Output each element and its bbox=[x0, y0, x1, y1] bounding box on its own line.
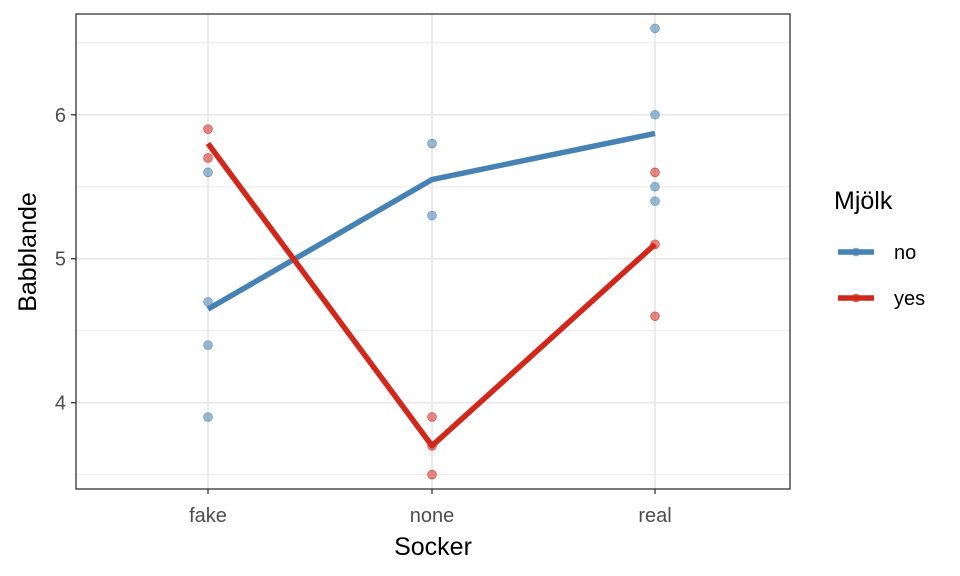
data-point-no bbox=[650, 23, 660, 34]
data-point-no bbox=[650, 196, 660, 206]
data-point-no bbox=[650, 109, 660, 120]
legend-key-point-yes bbox=[851, 293, 861, 303]
y-tick-label: 6 bbox=[55, 105, 66, 127]
y-tick-label: 5 bbox=[55, 249, 66, 271]
axis-ticks: 4 5 6 fake none real bbox=[55, 105, 672, 527]
legend-label-no: no bbox=[894, 242, 916, 264]
legend-title: Mjölk bbox=[834, 187, 893, 215]
data-point-yes bbox=[650, 311, 660, 322]
legend-key-point-no bbox=[851, 247, 861, 257]
legend-items: no yes bbox=[838, 242, 925, 310]
data-point-no bbox=[427, 210, 437, 221]
panel-border-group bbox=[75, 13, 791, 490]
data-point-yes bbox=[427, 469, 437, 480]
x-tick-label: fake bbox=[189, 505, 227, 527]
data-point-yes bbox=[203, 153, 213, 163]
data-point-yes bbox=[650, 167, 660, 178]
y-tick-label: 4 bbox=[55, 393, 66, 415]
data-point-no bbox=[203, 167, 213, 178]
x-axis-title: Socker bbox=[394, 533, 472, 561]
series-line-yes bbox=[205, 141, 657, 449]
data-points bbox=[203, 23, 660, 480]
x-tick-label: real bbox=[638, 505, 671, 527]
data-point-no bbox=[427, 138, 437, 149]
legend-item-no: no bbox=[838, 242, 916, 264]
y-axis-title: Babblande bbox=[14, 192, 42, 312]
panel-border bbox=[75, 13, 791, 490]
data-point-no bbox=[650, 181, 660, 192]
data-point-yes bbox=[203, 124, 213, 134]
legend-item-yes: yes bbox=[838, 288, 925, 310]
legend-label-yes: yes bbox=[894, 288, 925, 310]
data-point-yes bbox=[427, 412, 437, 422]
x-tick-label: none bbox=[410, 505, 455, 527]
data-point-no bbox=[203, 412, 213, 422]
series-line-no bbox=[206, 130, 656, 312]
grid-lines bbox=[76, 14, 790, 489]
legend: Mjölk no yes bbox=[834, 187, 925, 310]
series-lines bbox=[205, 130, 657, 449]
data-point-no bbox=[203, 340, 213, 350]
